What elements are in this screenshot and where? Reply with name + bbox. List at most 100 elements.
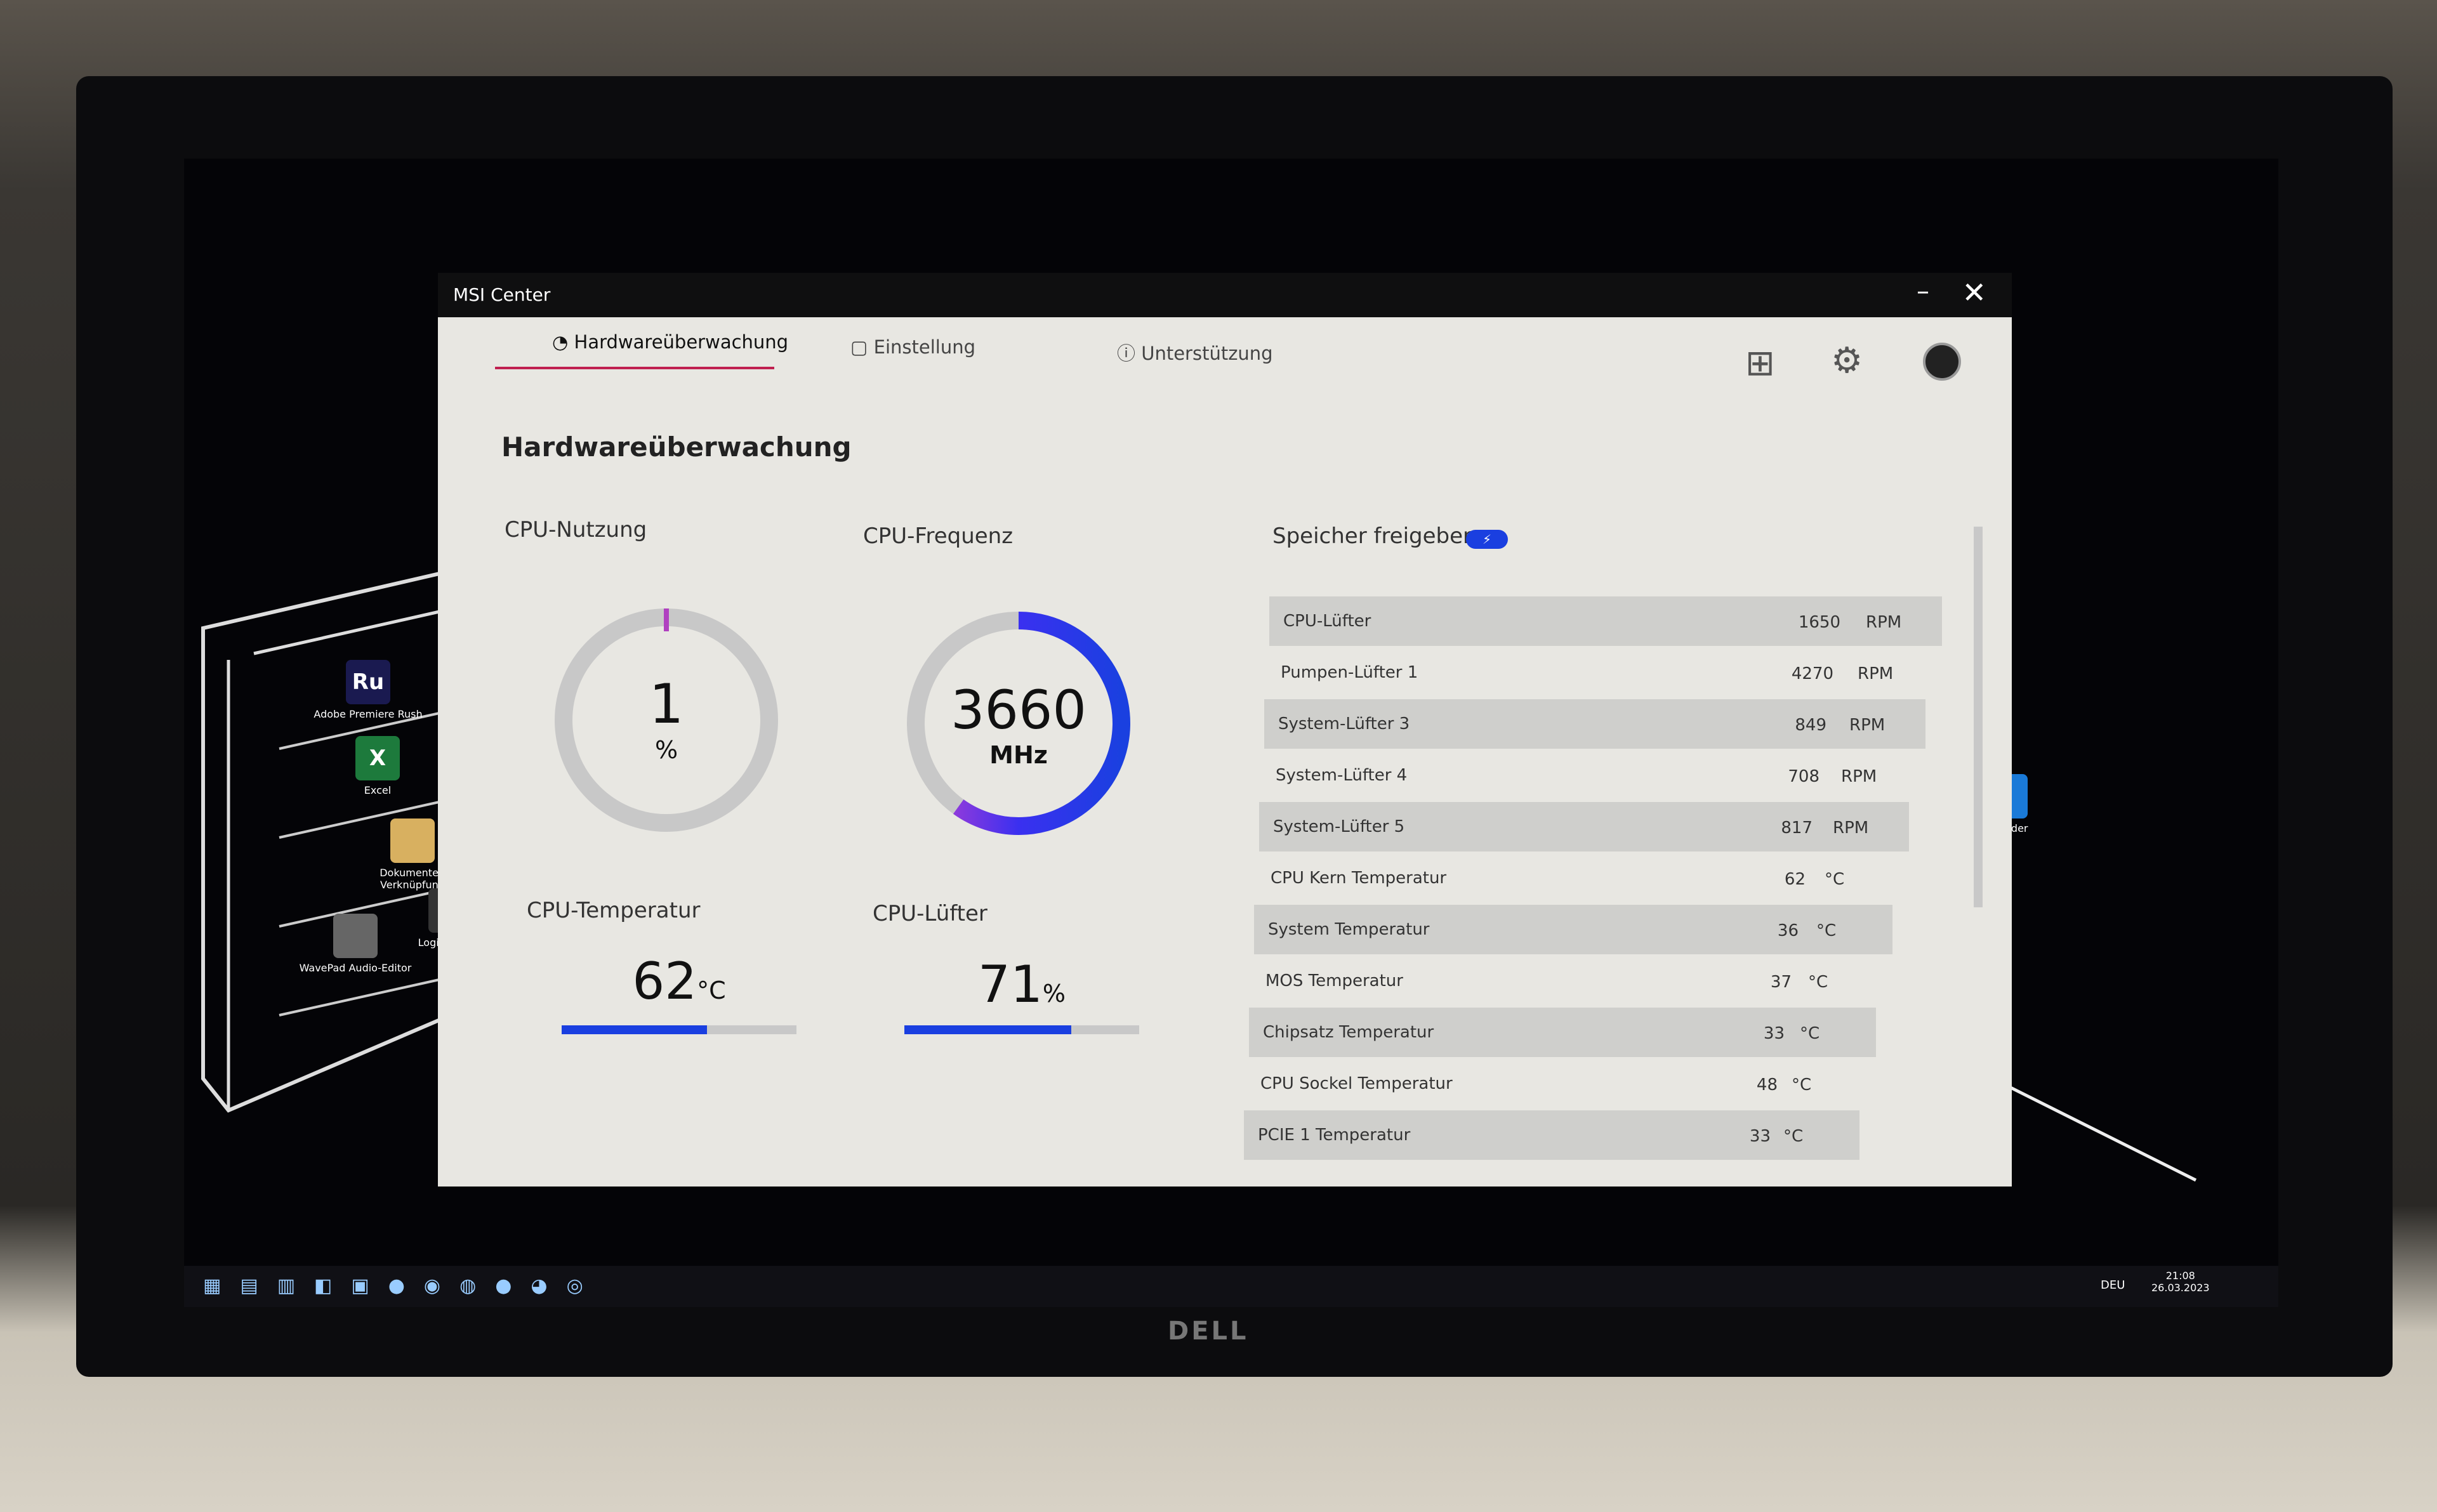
time: 21:08: [2165, 1270, 2195, 1282]
icon-glyph: [390, 818, 435, 863]
frequency-readout: 3660 MHz: [939, 679, 1098, 769]
profile-button[interactable]: [1923, 343, 1961, 381]
tab-label: Einstellung: [873, 336, 975, 358]
sensor-unit: °C: [1816, 921, 1837, 940]
gauge-value: 71: [978, 955, 1043, 1014]
page-heading: Hardwareüberwachung: [501, 431, 852, 463]
taskbar-apps[interactable]: ▦▤▥◧▣●◉◍●◕◎: [203, 1275, 602, 1297]
desktop-icon[interactable]: Dokumente - Verknüpfung: [349, 818, 476, 891]
gauge-label: CPU-Lüfter: [873, 901, 987, 926]
language: DEU: [2101, 1279, 2125, 1292]
memory-toggle[interactable]: ⚡: [1466, 530, 1508, 549]
icon-glyph: Ru: [346, 660, 390, 704]
tab-underline: [495, 367, 774, 369]
sensor-unit: °C: [1800, 1024, 1820, 1043]
sensor-row: System-Lüfter 3 849 RPM: [1264, 699, 1925, 749]
sensor-row: CPU Sockel Temperatur 48 °C: [1246, 1059, 1868, 1108]
sensor-name: MOS Temperatur: [1265, 971, 1403, 990]
grid-button[interactable]: ⊞: [1745, 343, 1775, 384]
usage-ring: [555, 608, 778, 832]
sensor-unit: °C: [1808, 973, 1828, 992]
date: 26.03.2023: [2151, 1282, 2210, 1294]
fan-readout: 71%: [904, 955, 1139, 1014]
tab[interactable]: ⓘ Unterstützung: [1117, 343, 1273, 364]
sensor-name: Pumpen-Lüfter 1: [1281, 663, 1418, 682]
tab[interactable]: ▢ Einstellung: [850, 336, 975, 358]
frequency-ring: [907, 612, 1130, 835]
sensor-unit: RPM: [1841, 767, 1877, 786]
window-title: MSI Center: [453, 284, 551, 305]
temperature-readout: 62°C: [562, 952, 796, 1011]
fan-bar: [904, 1025, 1071, 1034]
sensor-value: 849: [1795, 716, 1826, 735]
icon-label: WavePad Audio-Editor: [299, 962, 412, 974]
gauge-value: 62: [632, 952, 697, 1011]
desktop-shelf: [201, 571, 452, 1113]
icon-glyph: X: [355, 736, 400, 780]
title-bar: MSI Center – ✕: [438, 273, 2012, 317]
desktop-icon[interactable]: Ru Adobe Premiere Rush: [305, 660, 432, 720]
desktop-icon[interactable]: X Excel: [314, 736, 441, 796]
monitor-brand: DELL: [1168, 1317, 1249, 1346]
clock[interactable]: 21:08 26.03.2023: [2151, 1270, 2210, 1294]
settings-button[interactable]: ⚙: [1831, 340, 1863, 381]
tab[interactable]: ◔ Hardwareüberwachung: [552, 331, 789, 353]
sensor-value: 37: [1770, 973, 1792, 992]
sensor-unit: °C: [1783, 1127, 1804, 1146]
sensor-name: System-Lüfter 3: [1278, 714, 1410, 733]
gauge-unit: °C: [697, 976, 726, 1004]
icon-label: Dokumente - Verknüpfung: [380, 867, 446, 891]
sensor-value: 33: [1763, 1024, 1785, 1043]
gauge-label: CPU-Nutzung: [505, 517, 647, 542]
memory-label: Speicher freigeben: [1272, 523, 1477, 549]
sensor-unit: °C: [1825, 870, 1845, 889]
desktop-icon[interactable]: WavePad Audio-Editor: [292, 914, 419, 974]
sensor-row: System Temperatur 36 °C: [1254, 905, 1892, 954]
tab-label: Hardwareüberwachung: [574, 331, 789, 353]
sensor-value: 708: [1788, 767, 1819, 786]
icon-glyph: [333, 914, 378, 958]
sensor-unit: RPM: [1833, 818, 1869, 838]
sensor-name: System-Lüfter 5: [1273, 817, 1405, 836]
sensor-name: Chipsatz Temperatur: [1263, 1023, 1434, 1042]
sensor-name: System Temperatur: [1268, 920, 1430, 939]
sensor-row: Pumpen-Lüfter 1 4270 RPM: [1267, 648, 1934, 697]
gauge-unit: %: [654, 736, 678, 764]
sensor-value: 1650: [1798, 613, 1840, 632]
sensor-unit: RPM: [1858, 664, 1894, 683]
sensor-value: 817: [1781, 818, 1813, 838]
sensor-value: 4270: [1791, 664, 1833, 683]
close-button[interactable]: ✕: [1962, 275, 1986, 310]
fan-bar-track: [904, 1025, 1139, 1034]
sensor-unit: °C: [1792, 1075, 1812, 1095]
temperature-bar: [562, 1025, 708, 1034]
sensor-name: PCIE 1 Temperatur: [1258, 1126, 1411, 1145]
gauge-value: 1: [649, 673, 684, 736]
gauge-unit: %: [1042, 980, 1066, 1008]
icon-label: Excel: [364, 784, 392, 796]
sensor-row: Chipsatz Temperatur 33 °C: [1249, 1008, 1876, 1057]
sensor-row: System-Lüfter 4 708 RPM: [1262, 751, 1917, 800]
gauge-unit: MHz: [989, 741, 1048, 769]
minimize-button[interactable]: –: [1917, 277, 1929, 306]
scrollbar[interactable]: [1974, 527, 1983, 907]
sensor-name: CPU Kern Temperatur: [1271, 869, 1447, 888]
tab-label: Unterstützung: [1141, 343, 1273, 364]
sensor-row: CPU Kern Temperatur 62 °C: [1257, 853, 1901, 903]
sensor-value: 33: [1749, 1127, 1771, 1146]
sensor-row: MOS Temperatur 37 °C: [1252, 956, 1884, 1006]
taskbar: ▦▤▥◧▣●◉◍●◕◎ DEU 21:08 26.03.2023: [184, 1266, 2278, 1307]
sensor-row: PCIE 1 Temperatur 33 °C: [1244, 1110, 1859, 1160]
sensor-name: CPU-Lüfter: [1283, 612, 1371, 631]
gauge-label: CPU-Temperatur: [527, 898, 701, 923]
sensor-name: System-Lüfter 4: [1276, 766, 1408, 785]
temperature-bar-track: [562, 1025, 796, 1034]
sensor-value: 36: [1777, 921, 1799, 940]
sensor-row: CPU-Lüfter 1650 RPM: [1269, 596, 1942, 646]
sensor-unit: RPM: [1849, 716, 1886, 735]
sensor-value: 62: [1784, 870, 1806, 889]
gauge-label: CPU-Frequenz: [863, 523, 1014, 549]
msi-center-window: MSI Center – ✕ ◔ Hardwareüberwachung ▢ E…: [438, 273, 2012, 1187]
sensor-row: System-Lüfter 5 817 RPM: [1259, 802, 1909, 851]
